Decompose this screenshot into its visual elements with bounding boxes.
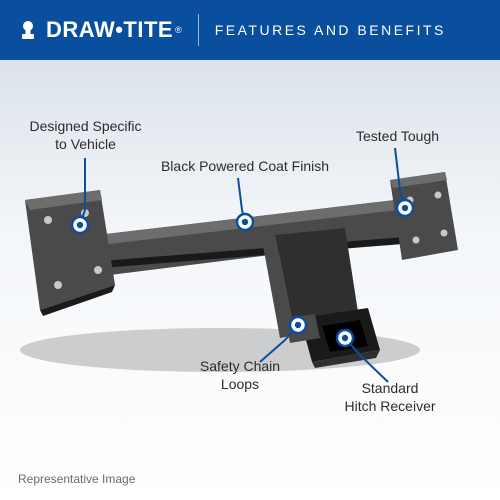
brand-name: DRAW•TITE	[46, 17, 173, 43]
header-title: FEATURES AND BENEFITS	[215, 22, 446, 38]
registered-mark: ®	[175, 25, 182, 35]
product-stage: Designed Specificto Vehicle Black Powere…	[0, 60, 500, 500]
footer-note: Representative Image	[18, 472, 135, 486]
brand-logo: DRAW•TITE ®	[16, 17, 182, 43]
product-illustration	[0, 60, 500, 500]
hitch-ball-icon	[16, 18, 40, 42]
header-divider	[198, 14, 199, 46]
header-bar: DRAW•TITE ® FEATURES AND BENEFITS	[0, 0, 500, 60]
